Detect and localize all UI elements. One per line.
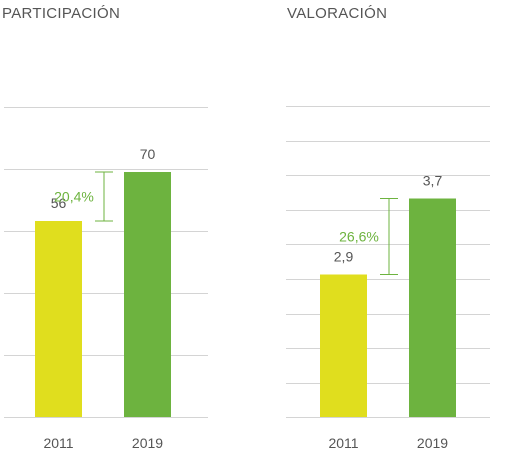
x-tick-label: 2019 <box>132 435 163 451</box>
x-tick-label: 2011 <box>43 435 73 451</box>
bars: 2,9 2011 3,7 2019 <box>320 173 456 451</box>
difference-indicator: 26,6% <box>339 198 398 275</box>
value-label: 3,7 <box>423 173 443 189</box>
difference-label: 26,6% <box>339 229 379 245</box>
value-label: 2,9 <box>334 249 354 265</box>
value-label: 56 <box>51 195 67 211</box>
bars: 56 2011 70 2019 <box>35 146 171 451</box>
difference-indicator: 20,4% <box>54 171 113 222</box>
gridlines <box>286 106 490 418</box>
gridlines <box>4 107 208 418</box>
bar-2019 <box>409 198 456 417</box>
value-label: 70 <box>140 146 156 162</box>
chart-title: VALORACIÓN <box>287 5 387 22</box>
difference-label: 20,4% <box>54 189 94 205</box>
bar-2011 <box>320 274 367 417</box>
bar-2019 <box>124 172 171 417</box>
bar-2011 <box>35 221 82 417</box>
chart-valoracion: VALORACIÓN 2,9 2011 3,7 2019 26,6% <box>286 5 490 451</box>
x-tick-label: 2011 <box>328 435 358 451</box>
chart-title: PARTICIPACIÓN <box>2 5 120 22</box>
x-tick-label: 2019 <box>417 435 448 451</box>
chart-participacion: PARTICIPACIÓN 56 2011 70 2019 20,4% <box>2 5 208 451</box>
